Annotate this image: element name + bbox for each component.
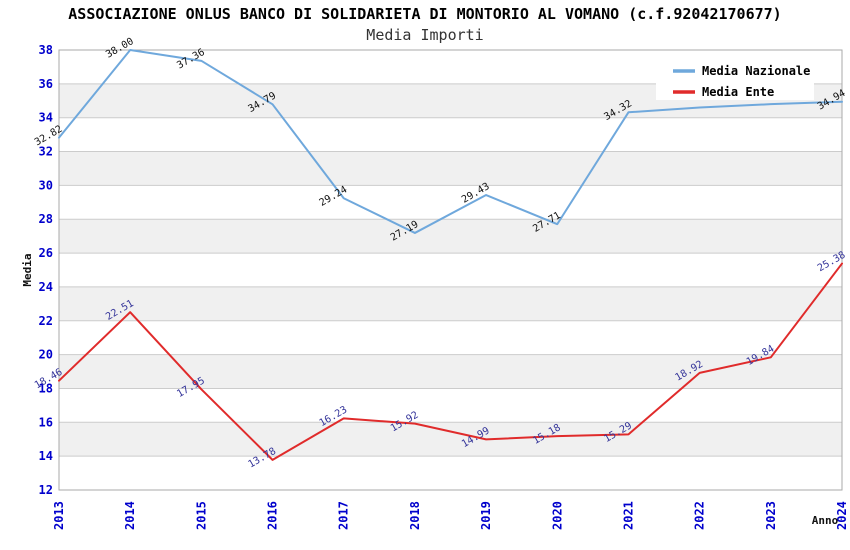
y-tick-label: 18 [39, 381, 53, 395]
x-tick-label: 2017 [337, 501, 351, 530]
y-tick-label: 14 [39, 449, 53, 463]
x-tick-label: 2015 [194, 501, 208, 530]
chart-title: ASSOCIAZIONE ONLUS BANCO DI SOLIDARIETA … [68, 5, 782, 23]
series-line-media-ente [58, 262, 843, 461]
y-tick-label: 28 [39, 212, 53, 226]
x-tick-label: 2021 [621, 501, 635, 530]
y-tick-label: 22 [39, 314, 53, 328]
point-value-label: 29.24 [318, 184, 350, 209]
y-tick-label: 38 [39, 43, 53, 57]
series-line-media-nazionale [58, 49, 843, 234]
x-tick-label: 2019 [479, 501, 493, 530]
y-tick-label: 36 [39, 77, 53, 91]
x-axis-title: Anno [812, 514, 839, 527]
x-tick-label: 2024 [835, 501, 849, 530]
y-tick-label: 26 [39, 246, 53, 260]
shaded-band [59, 422, 842, 457]
legend-label: Media Ente [702, 85, 774, 99]
x-tick-label: 2022 [693, 501, 707, 530]
y-tick-label: 12 [39, 483, 53, 497]
x-tick-label: 2016 [266, 501, 280, 530]
y-tick-label: 20 [39, 348, 53, 362]
x-tick-label: 2018 [408, 501, 422, 530]
point-value-label: 38.00 [104, 36, 136, 61]
y-tick-label: 32 [39, 145, 53, 159]
x-tick-label: 2023 [764, 501, 778, 530]
shaded-band [59, 151, 842, 186]
y-tick-label: 30 [39, 178, 53, 192]
y-axis-title: Media [21, 253, 34, 286]
y-tick-label: 16 [39, 415, 53, 429]
y-tick-label: 34 [39, 111, 53, 125]
legend-label: Media Nazionale [702, 64, 810, 78]
chart-subtitle: Media Importi [366, 26, 484, 44]
point-value-label: 37.36 [175, 47, 207, 72]
plot-border [58, 49, 843, 491]
x-tick-label: 2014 [123, 501, 137, 530]
shaded-band [59, 219, 842, 254]
shaded-band [59, 354, 842, 389]
x-tick-label: 2013 [52, 501, 66, 530]
shaded-band [59, 286, 842, 321]
y-tick-label: 24 [39, 280, 53, 294]
x-tick-label: 2020 [550, 501, 564, 530]
